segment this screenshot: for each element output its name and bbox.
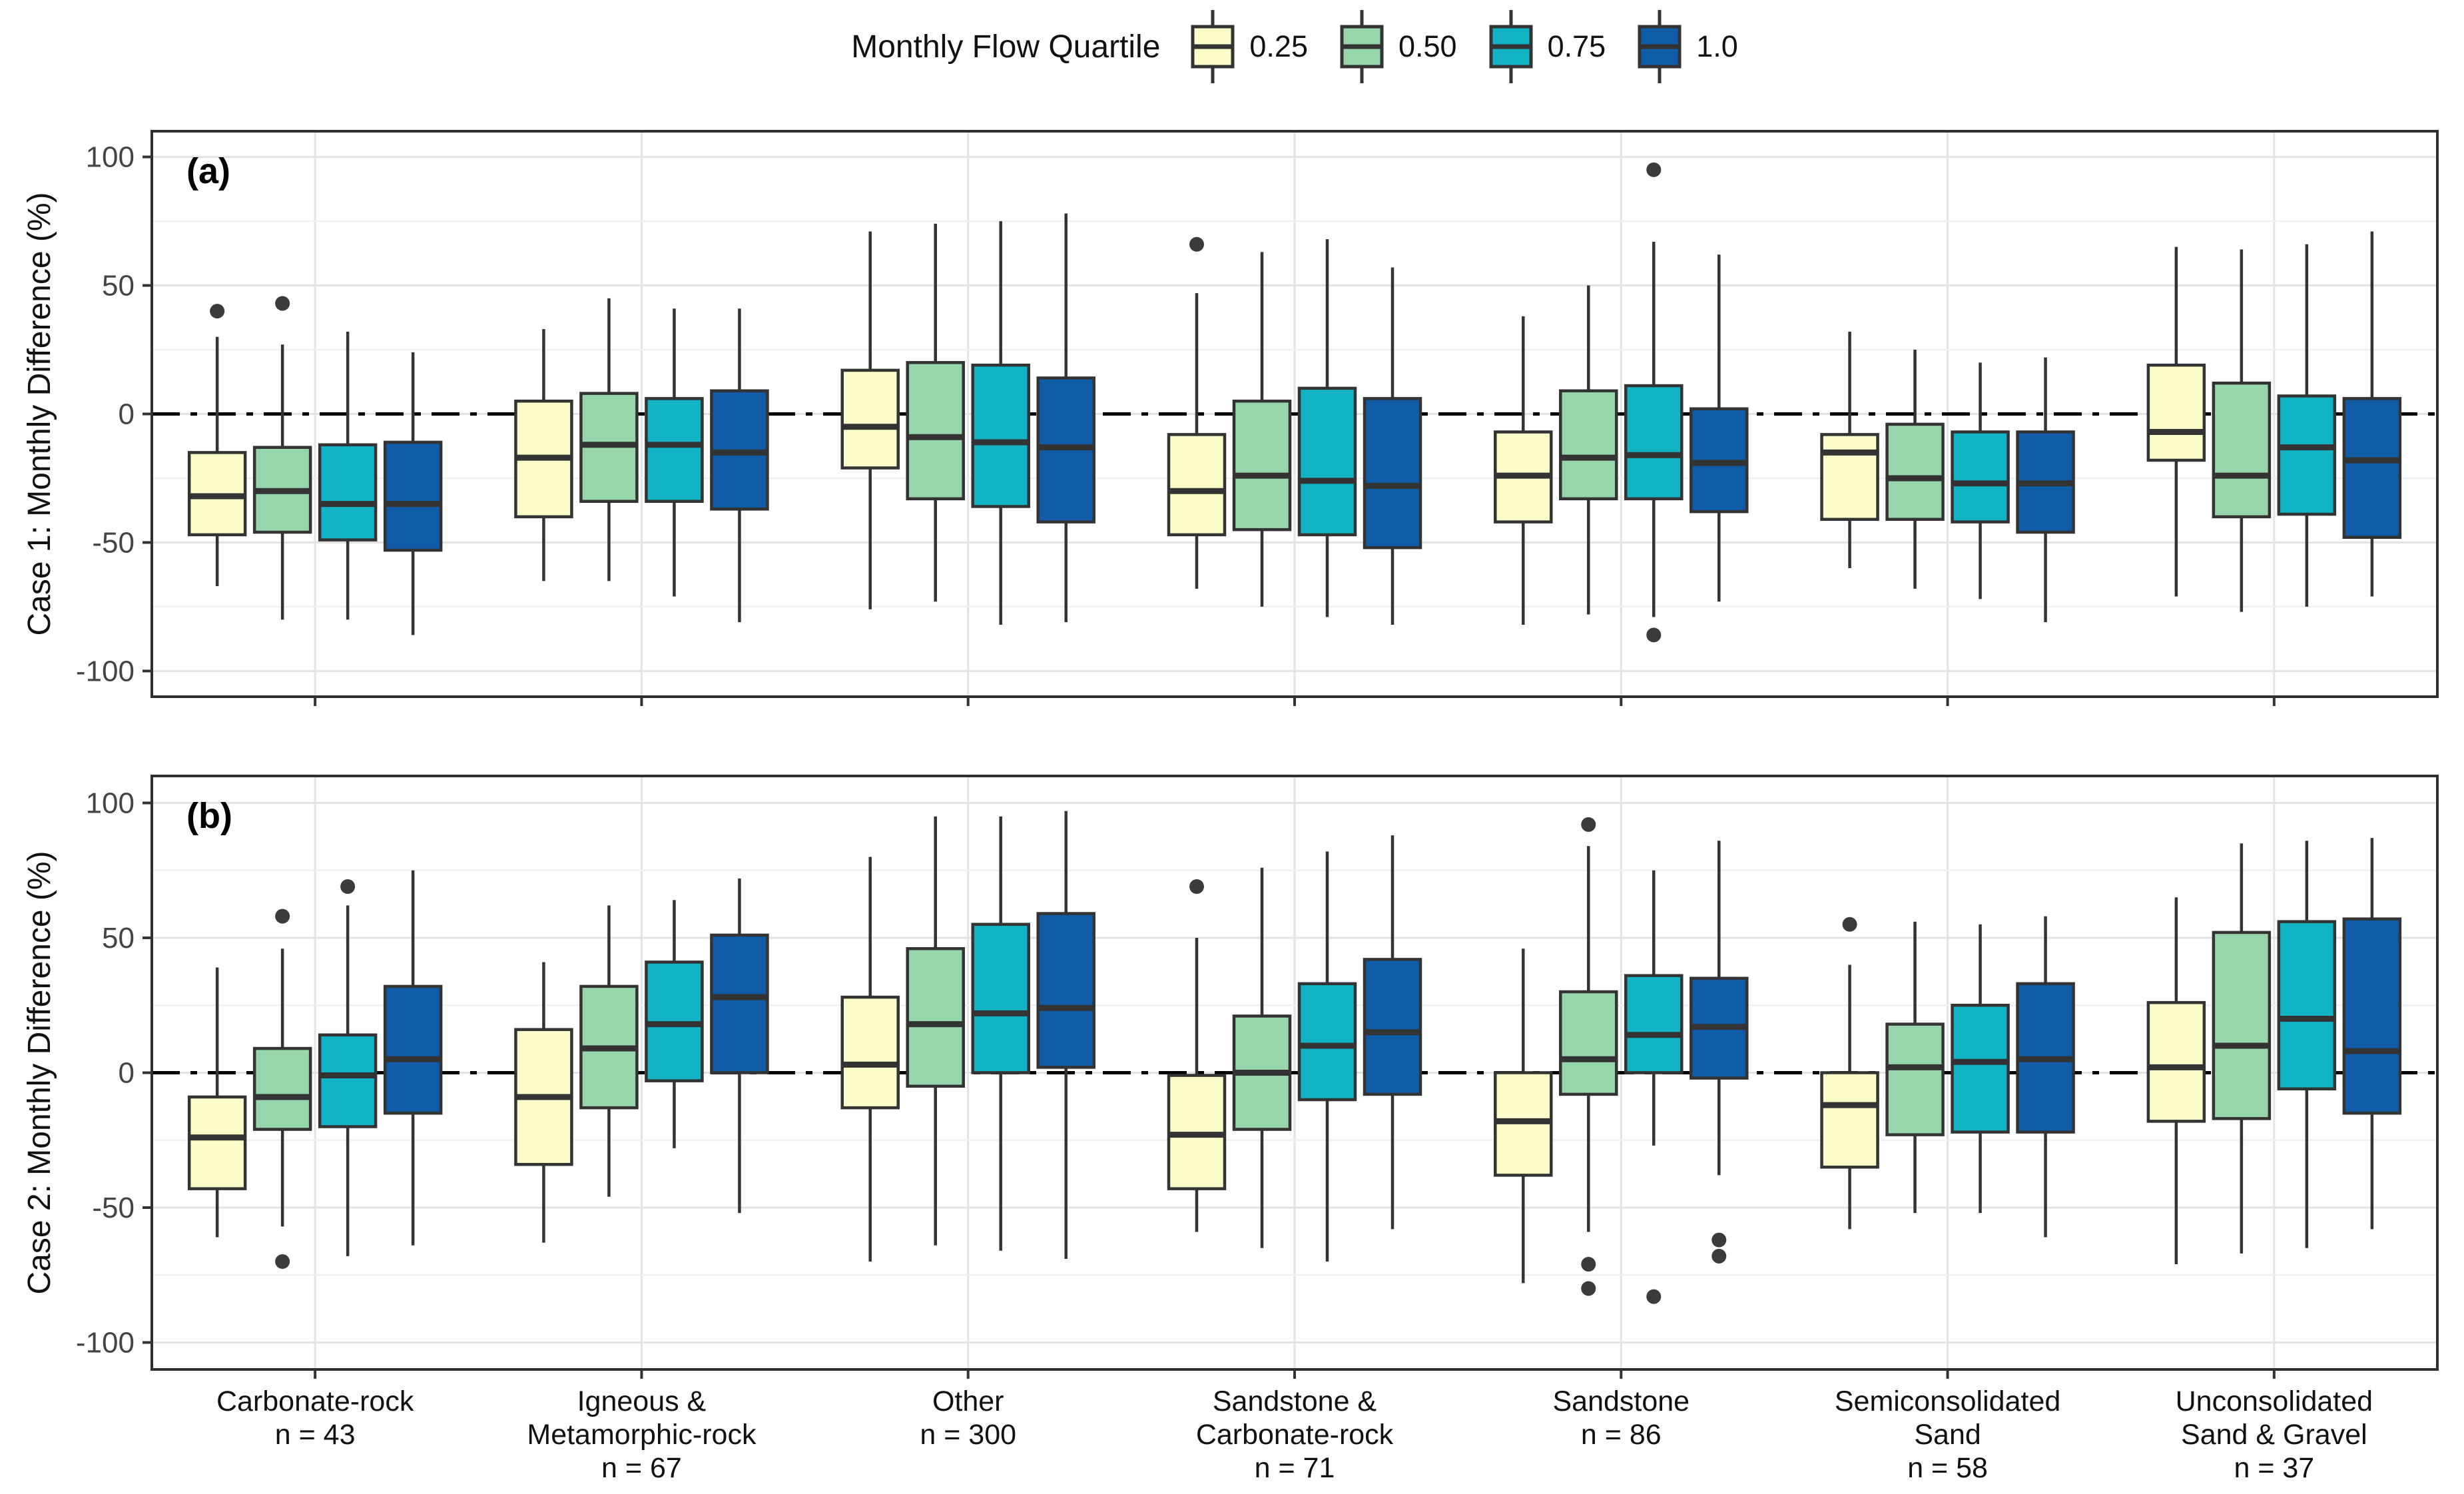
- outlier-dot: [1581, 1281, 1596, 1296]
- boxplot-key-icon: [1191, 10, 1235, 83]
- boxplot-box: [318, 443, 378, 542]
- boxplot-key-icon: [1638, 10, 1682, 83]
- boxplot-box: [971, 923, 1030, 1074]
- boxplot-box: [1559, 389, 1618, 501]
- boxplot-box: [1820, 1071, 1879, 1169]
- boxplot-box: [2212, 381, 2272, 519]
- boxplot-box: [1232, 399, 1292, 532]
- y-tick-label: -100: [76, 1327, 135, 1359]
- boxplot-box: [2342, 397, 2402, 539]
- outlier-dot: [1711, 1232, 1727, 1248]
- outlier-dot: [1581, 1257, 1596, 1272]
- panel-a: 100 50 0 -50 -100 (a) Case 1: Monthly Differen…: [22, 130, 2439, 706]
- boxplot-box: [1820, 433, 1879, 521]
- boxplot-key-icon: [1340, 10, 1384, 83]
- outlier-dot: [1646, 1289, 1662, 1304]
- boxplot-box: [1951, 430, 2010, 524]
- y-tick-label: -50: [92, 1192, 135, 1224]
- boxplot-box: [2277, 394, 2337, 516]
- boxplot-box: [1885, 422, 1945, 521]
- boxplot-box: [187, 1095, 247, 1190]
- legend-title: Monthly Flow Quartile: [851, 29, 1161, 65]
- legend-item-0.25: 0.25: [1188, 7, 1308, 86]
- legend-item-0.50: 0.50: [1337, 7, 1457, 86]
- boxplot-key-icon: [1489, 10, 1533, 83]
- x-category-label: Unconsolidated Sand & Gravel n = 37: [2176, 1385, 2373, 1484]
- boxplot-box: [318, 1033, 378, 1128]
- boxplot-box: [971, 363, 1030, 508]
- legend-item-label: 0.25: [1249, 29, 1308, 63]
- y-tick-label: 50: [102, 270, 135, 302]
- x-category-label: Sandstone & Carbonate-rock n = 71: [1196, 1385, 1394, 1484]
- boxplot-box: [1167, 433, 1227, 537]
- legend-item-label: 0.75: [1547, 29, 1606, 63]
- legend-item-label: 0.50: [1398, 29, 1457, 63]
- y-tick-label: 0: [119, 1057, 135, 1090]
- y-tick-label: 50: [102, 922, 135, 954]
- boxplot-box: [2212, 931, 2272, 1120]
- outlier-dot: [210, 304, 225, 319]
- outlier-dot: [1842, 917, 1857, 932]
- outlier-dot: [1646, 162, 1662, 177]
- boxplot-box: [840, 995, 900, 1110]
- panel-label: (a): [186, 151, 230, 191]
- outlier-dot: [1189, 879, 1204, 895]
- boxplot-box: [1624, 384, 1684, 501]
- panel-b: 100 50 0 -50 -100 (b) Case 2: Monthly Differen…: [22, 775, 2439, 1379]
- legend: Monthly Flow Quartile 0.25 0.50 0.75 1.0: [152, 5, 2437, 88]
- boxplot-box: [252, 1046, 312, 1131]
- y-axis-title: Case 2: Monthly Difference (%): [22, 851, 57, 1294]
- y-tick-label: 100: [86, 141, 135, 174]
- outlier-dot: [1581, 817, 1596, 832]
- boxplot-box: [710, 933, 769, 1074]
- legend-items: 0.25 0.50 0.75 1.0: [1188, 7, 1738, 86]
- legend-item-label: 1.0: [1696, 29, 1738, 63]
- boxplot-box: [383, 440, 443, 552]
- y-tick-label: 0: [119, 398, 135, 431]
- x-category-label: Carbonate-rock n = 43: [216, 1385, 414, 1451]
- boxplot-box: [1036, 912, 1095, 1069]
- boxplot-box: [906, 946, 965, 1088]
- boxplot-box: [1363, 958, 1422, 1096]
- boxplot-box: [2277, 920, 2337, 1091]
- outlier-dot: [1189, 236, 1204, 252]
- boxplot-box: [1363, 397, 1422, 550]
- x-category-label: Other n = 300: [920, 1385, 1016, 1451]
- boxplot-box: [2146, 363, 2206, 462]
- outlier-dot: [1646, 627, 1662, 643]
- boxplot-box: [906, 361, 965, 501]
- boxplot-box: [1885, 1022, 1945, 1136]
- boxplot-box: [2146, 1000, 2206, 1123]
- legend-item-1.0: 1.0: [1635, 7, 1738, 86]
- panel-label: (b): [186, 796, 232, 836]
- outlier-dot: [275, 909, 290, 924]
- boxplot-box: [383, 984, 443, 1115]
- boxplot-box: [1559, 990, 1618, 1096]
- x-category-label: Sandstone n = 86: [1552, 1385, 1690, 1451]
- legend-item-0.75: 0.75: [1486, 7, 1606, 86]
- outlier-dot: [275, 1254, 290, 1269]
- boxplot-box: [840, 368, 900, 470]
- outlier-dot: [1711, 1248, 1727, 1264]
- boxplot-box: [1297, 982, 1357, 1102]
- y-tick-label: 100: [86, 787, 135, 820]
- boxplot-box: [645, 397, 704, 503]
- y-tick-label: -50: [92, 526, 135, 559]
- y-axis-title: Case 1: Monthly Difference (%): [22, 192, 57, 635]
- boxplot-box: [1297, 386, 1357, 537]
- boxplot-box: [2342, 917, 2402, 1115]
- outlier-dot: [275, 296, 290, 311]
- boxplot-box: [1624, 974, 1684, 1074]
- boxplot-box: [1951, 1004, 2010, 1134]
- x-category-label: Igneous & Metamorphic-rock n = 67: [527, 1385, 757, 1484]
- y-tick-label: -100: [76, 655, 135, 687]
- outlier-dot: [340, 879, 356, 895]
- x-category-label: Semiconsolidated Sand n = 58: [1835, 1385, 2060, 1484]
